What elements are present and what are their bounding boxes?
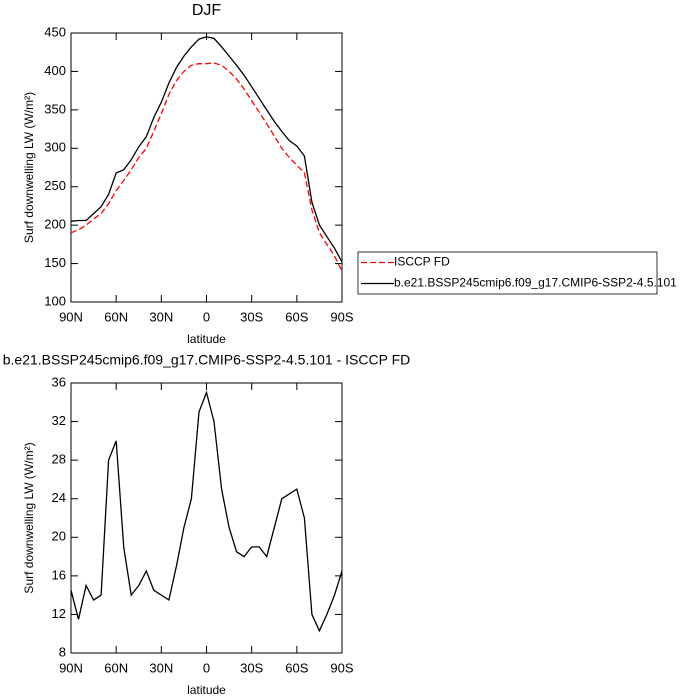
- x-tick-label: 90N: [59, 309, 83, 324]
- x-tick-label: 0: [203, 309, 210, 324]
- chart-title: DJF: [192, 2, 222, 19]
- x-tick-label: 90S: [330, 660, 353, 675]
- legend-label: b.e21.BSSP245cmip6.f09_g17.CMIP6-SSP2-4.…: [394, 276, 677, 290]
- plot-frame: [70, 382, 343, 654]
- y-tick-label: 150: [44, 255, 66, 270]
- x-tick-label: 60S: [285, 660, 308, 675]
- x-tick-label: 90S: [330, 309, 353, 324]
- y-tick-label: 12: [52, 606, 66, 621]
- x-axis-label: latitude: [187, 332, 226, 346]
- plot-frame: [70, 32, 343, 303]
- legend-label: ISCCP FD: [394, 255, 450, 269]
- y-tick-label: 450: [44, 24, 66, 39]
- legend-box: [357, 251, 658, 295]
- y-tick-label: 32: [52, 413, 66, 428]
- x-tick-label: 30S: [240, 660, 263, 675]
- x-tick-label: 30S: [240, 309, 263, 324]
- x-tick-label: 90N: [59, 660, 83, 675]
- y-tick-label: 24: [52, 490, 66, 505]
- x-tick-label: 30N: [149, 660, 173, 675]
- x-tick-label: 60S: [285, 309, 308, 324]
- data-line: [70, 390, 343, 633]
- y-axis-label: Surf downwelling LW (W/m²): [22, 442, 36, 593]
- data-line: [70, 36, 343, 263]
- y-tick-label: 100: [44, 293, 66, 308]
- x-axis-label: latitude: [187, 683, 226, 697]
- x-tick-label: 60N: [104, 660, 128, 675]
- y-tick-label: 28: [52, 452, 66, 467]
- y-tick-label: 250: [44, 178, 66, 193]
- y-tick-label: 36: [52, 374, 66, 389]
- x-tick-label: 30N: [149, 309, 173, 324]
- y-tick-label: 200: [44, 217, 66, 232]
- y-axis-label: Surf downwelling LW (W/m²): [22, 92, 36, 243]
- y-tick-label: 8: [59, 644, 66, 659]
- y-tick-label: 16: [52, 567, 66, 582]
- x-tick-label: 0: [203, 660, 210, 675]
- chart-title: b.e21.BSSP245cmip6.f09_g17.CMIP6-SSP2-4.…: [3, 352, 411, 368]
- x-tick-label: 60N: [104, 309, 128, 324]
- y-tick-label: 20: [52, 529, 66, 544]
- y-tick-label: 350: [44, 101, 66, 116]
- y-tick-label: 400: [44, 63, 66, 78]
- y-tick-label: 300: [44, 140, 66, 155]
- data-line: [70, 62, 343, 272]
